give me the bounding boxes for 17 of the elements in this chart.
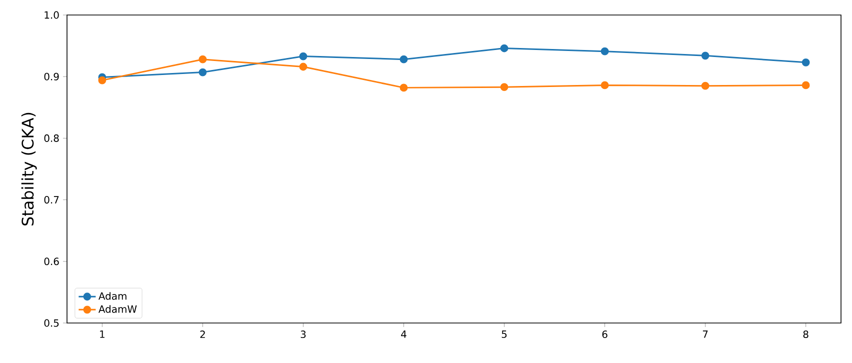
y-tick-label: 0.6 [44, 258, 59, 266]
x-tick-label: 2 [200, 330, 205, 338]
x-tick-label: 1 [100, 330, 104, 338]
y-tick-label: 0.7 [44, 196, 59, 204]
y-axis-title: Stability (CKA) [21, 112, 37, 226]
x-tick-label: 3 [300, 330, 306, 338]
y-tick-label: 1.0 [44, 11, 59, 19]
y-tick-label: 0.5 [44, 319, 59, 327]
legend-label: AdamW [98, 305, 137, 313]
y-tick-label: 0.8 [44, 134, 59, 142]
x-tick-label: 7 [702, 330, 708, 338]
x-tick-label: 4 [401, 330, 406, 338]
legend-label: Adam [98, 292, 126, 300]
x-tick-label: 8 [803, 330, 808, 338]
y-tick-label: 0.9 [44, 72, 59, 80]
x-tick-label: 5 [502, 330, 507, 338]
x-tick-label: 6 [602, 330, 608, 338]
